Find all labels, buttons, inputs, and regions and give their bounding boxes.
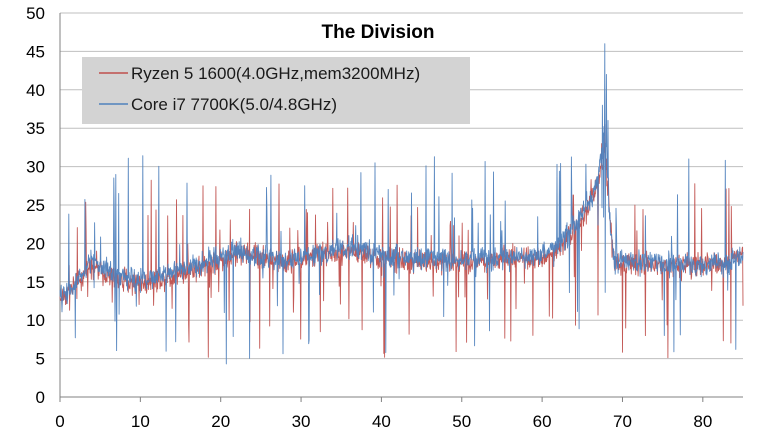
- y-tick-label: 15: [26, 273, 45, 292]
- x-tick-label: 30: [292, 412, 311, 431]
- legend: Ryzen 5 1600(4.0GHz,mem3200MHz) Core i7 …: [82, 57, 470, 124]
- axes: [59, 13, 743, 402]
- series-line-core-i7: [59, 43, 744, 365]
- y-tick-label: 20: [26, 234, 45, 253]
- x-tick-label: 80: [693, 412, 712, 431]
- y-tick-label: 45: [26, 42, 45, 61]
- tick-labels: 0 5 10 15 20 25 30 35 40 45 50 0 10 20 30 40 50 60 70 80: [26, 4, 712, 431]
- chart-title: The Division: [322, 22, 435, 43]
- x-tick-label: 0: [55, 412, 64, 431]
- series-lines: [59, 43, 744, 365]
- x-tick-label: 50: [452, 412, 471, 431]
- x-tick-label: 40: [372, 412, 391, 431]
- legend-background: [82, 57, 470, 124]
- y-tick-label: 25: [26, 196, 45, 215]
- y-tick-label: 0: [36, 388, 45, 407]
- x-tick-label: 20: [211, 412, 230, 431]
- y-tick-label: 5: [36, 350, 45, 369]
- legend-label-core-i7: Core i7 7700K(5.0/4.8GHz): [131, 95, 337, 114]
- x-tick-label: 60: [533, 412, 552, 431]
- y-tick-label: 40: [26, 81, 45, 100]
- x-tick-label: 70: [613, 412, 632, 431]
- y-tick-label: 30: [26, 158, 45, 177]
- y-tick-label: 10: [26, 311, 45, 330]
- legend-label-ryzen: Ryzen 5 1600(4.0GHz,mem3200MHz): [131, 64, 420, 83]
- x-tick-label: 10: [131, 412, 150, 431]
- y-tick-label: 50: [26, 4, 45, 23]
- y-tick-label: 35: [26, 119, 45, 138]
